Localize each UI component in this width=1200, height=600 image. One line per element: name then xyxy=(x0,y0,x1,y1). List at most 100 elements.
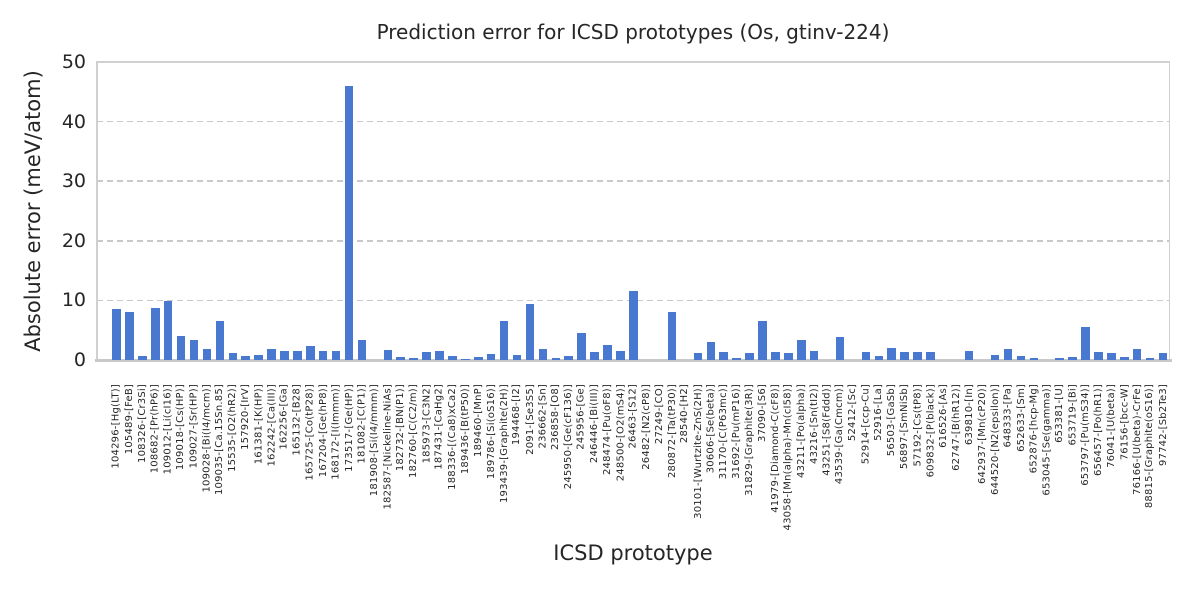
x-tick-label: 248500-[O2(mS4)] xyxy=(614,384,626,482)
x-tick-label: 236662-[Sn] xyxy=(537,384,549,449)
x-tick-label: 280872-[Ta(tP30)] xyxy=(666,384,678,479)
y-tick-label: 0 xyxy=(73,349,86,371)
x-tick-label: 187431-[CaHg2] xyxy=(434,384,445,470)
bar xyxy=(1094,352,1103,360)
x-tick-label: 653381-[U] xyxy=(1054,384,1066,443)
x-tick-label: 26482-[N2(cP8)] xyxy=(640,384,652,470)
x-tick-label: 41979-[Diamond-C(cF8)] xyxy=(769,384,781,513)
x-tick-label: 52412-[Sc] xyxy=(847,384,859,442)
bar xyxy=(745,353,754,360)
x-tick-label: 162242-[Ca(III)] xyxy=(266,384,278,467)
bar xyxy=(719,352,728,360)
chart-title: Prediction error for ICSD prototypes (Os… xyxy=(376,20,890,44)
x-tick-label: 189436-[B(tP50)] xyxy=(459,384,471,475)
bar xyxy=(1068,357,1077,360)
gridline-y40 xyxy=(97,120,1169,123)
x-tick-label: 76156-[bcc-W] xyxy=(1118,384,1130,461)
bar xyxy=(280,351,289,360)
bar xyxy=(176,336,186,360)
bar xyxy=(151,308,160,360)
bar xyxy=(964,350,974,360)
x-tick-label: 97742-[Sb2Te3] xyxy=(1157,384,1169,467)
x-tick-label: 27249-[CO] xyxy=(653,384,665,445)
bar xyxy=(125,311,134,360)
x-tick-label: 105489-[FeB] xyxy=(123,384,135,455)
x-axis-line xyxy=(95,358,1172,362)
bar xyxy=(293,351,302,360)
bar xyxy=(138,356,147,360)
y-axis-line xyxy=(96,61,98,360)
x-tick-label: 109028-[Bi(I4/mcm)] xyxy=(201,384,213,493)
x-tick-label: 108682-[Pr(hP6)] xyxy=(149,384,161,474)
bar xyxy=(331,351,341,360)
bar xyxy=(163,301,173,360)
bar xyxy=(318,351,328,360)
bar xyxy=(809,350,819,360)
bar xyxy=(861,352,871,360)
bar xyxy=(551,357,561,360)
x-tick-label: 182732-[BN(P1)] xyxy=(395,384,407,472)
bar xyxy=(835,336,845,360)
plot-right-spine xyxy=(1168,61,1170,360)
bar xyxy=(499,320,509,360)
x-tick-label: 62747-[B(hR12)] xyxy=(950,384,962,471)
x-tick-label: 52914-[ccp-Cu] xyxy=(860,384,872,465)
bar xyxy=(344,85,354,360)
bar xyxy=(667,312,677,360)
bar xyxy=(1016,356,1026,360)
y-axis-label: Absolute error (meV/atom) xyxy=(21,70,45,352)
bar xyxy=(461,358,470,360)
bar xyxy=(1003,349,1013,360)
x-tick-label: 168172-[I(Immm)] xyxy=(330,384,342,480)
bar xyxy=(189,340,199,360)
x-tick-label: 185973-[C3N2] xyxy=(421,384,433,464)
x-tick-label: 43539-[Ga(Cmcm)] xyxy=(834,384,846,485)
x-tick-label: 236858-[O8] xyxy=(550,384,562,451)
bar xyxy=(874,356,884,360)
y-tick-label: 40 xyxy=(61,110,86,133)
bar xyxy=(629,290,638,360)
bar xyxy=(422,351,431,360)
x-tick-label: 182587-[Nickeline-NiAs] xyxy=(382,384,394,510)
bar xyxy=(706,342,716,360)
x-tick-label: 644520-[N2(epsilon)] xyxy=(989,384,1001,495)
y-tick-label: 10 xyxy=(61,289,86,312)
x-tick-label: 648333-[Pa] xyxy=(1002,384,1014,448)
bar xyxy=(254,354,263,360)
x-tick-label: 56503-[GaSb] xyxy=(886,384,898,457)
x-tick-label: 656457-[Po(hR1)] xyxy=(1092,384,1104,477)
bar xyxy=(913,351,922,360)
bar xyxy=(590,352,599,360)
bar xyxy=(758,321,767,360)
x-tick-label: 181082-[C(P1)] xyxy=(356,384,368,464)
y-tick-label: 30 xyxy=(61,170,86,193)
x-tick-label: 28540-[H2] xyxy=(679,384,691,444)
bar xyxy=(202,348,212,360)
bar xyxy=(1132,349,1142,360)
plot-area xyxy=(97,62,1169,360)
plot-top-spine xyxy=(96,61,1170,63)
x-tick-label: 31692-[Pu(mP16)] xyxy=(731,384,743,479)
x-tick-label: 165132-[B28] xyxy=(291,384,303,456)
bar xyxy=(784,352,793,360)
x-tick-label: 15535-[O2(hR2)] xyxy=(227,384,239,472)
y-tick-label: 20 xyxy=(61,229,86,252)
bar xyxy=(603,344,612,360)
x-tick-label: 162256-[Ga] xyxy=(278,384,290,450)
x-tick-label: 56897-[SmNiSb] xyxy=(899,384,911,470)
x-axis-label: ICSD prototype xyxy=(553,541,713,565)
bar xyxy=(241,356,250,360)
x-tick-label: 653797-[Pu(mS34)] xyxy=(1080,384,1091,486)
bar xyxy=(887,348,896,360)
x-tick-label: 189786-[Si(oS16)] xyxy=(485,384,497,480)
x-tick-label: 31829-[Graphite(3R)] xyxy=(744,384,756,496)
x-tick-label: 43211-[Po(alpha)] xyxy=(795,384,807,478)
x-tick-label: 248474-[Pu(oF8)] xyxy=(601,384,613,476)
bar xyxy=(512,354,522,360)
x-tick-label: 639810-[In] xyxy=(963,384,975,446)
bar xyxy=(267,348,276,360)
bar xyxy=(1107,353,1116,360)
x-tick-label: 653719-[Bi] xyxy=(1067,384,1079,446)
x-tick-label: 609832-[P(black)] xyxy=(924,384,936,478)
